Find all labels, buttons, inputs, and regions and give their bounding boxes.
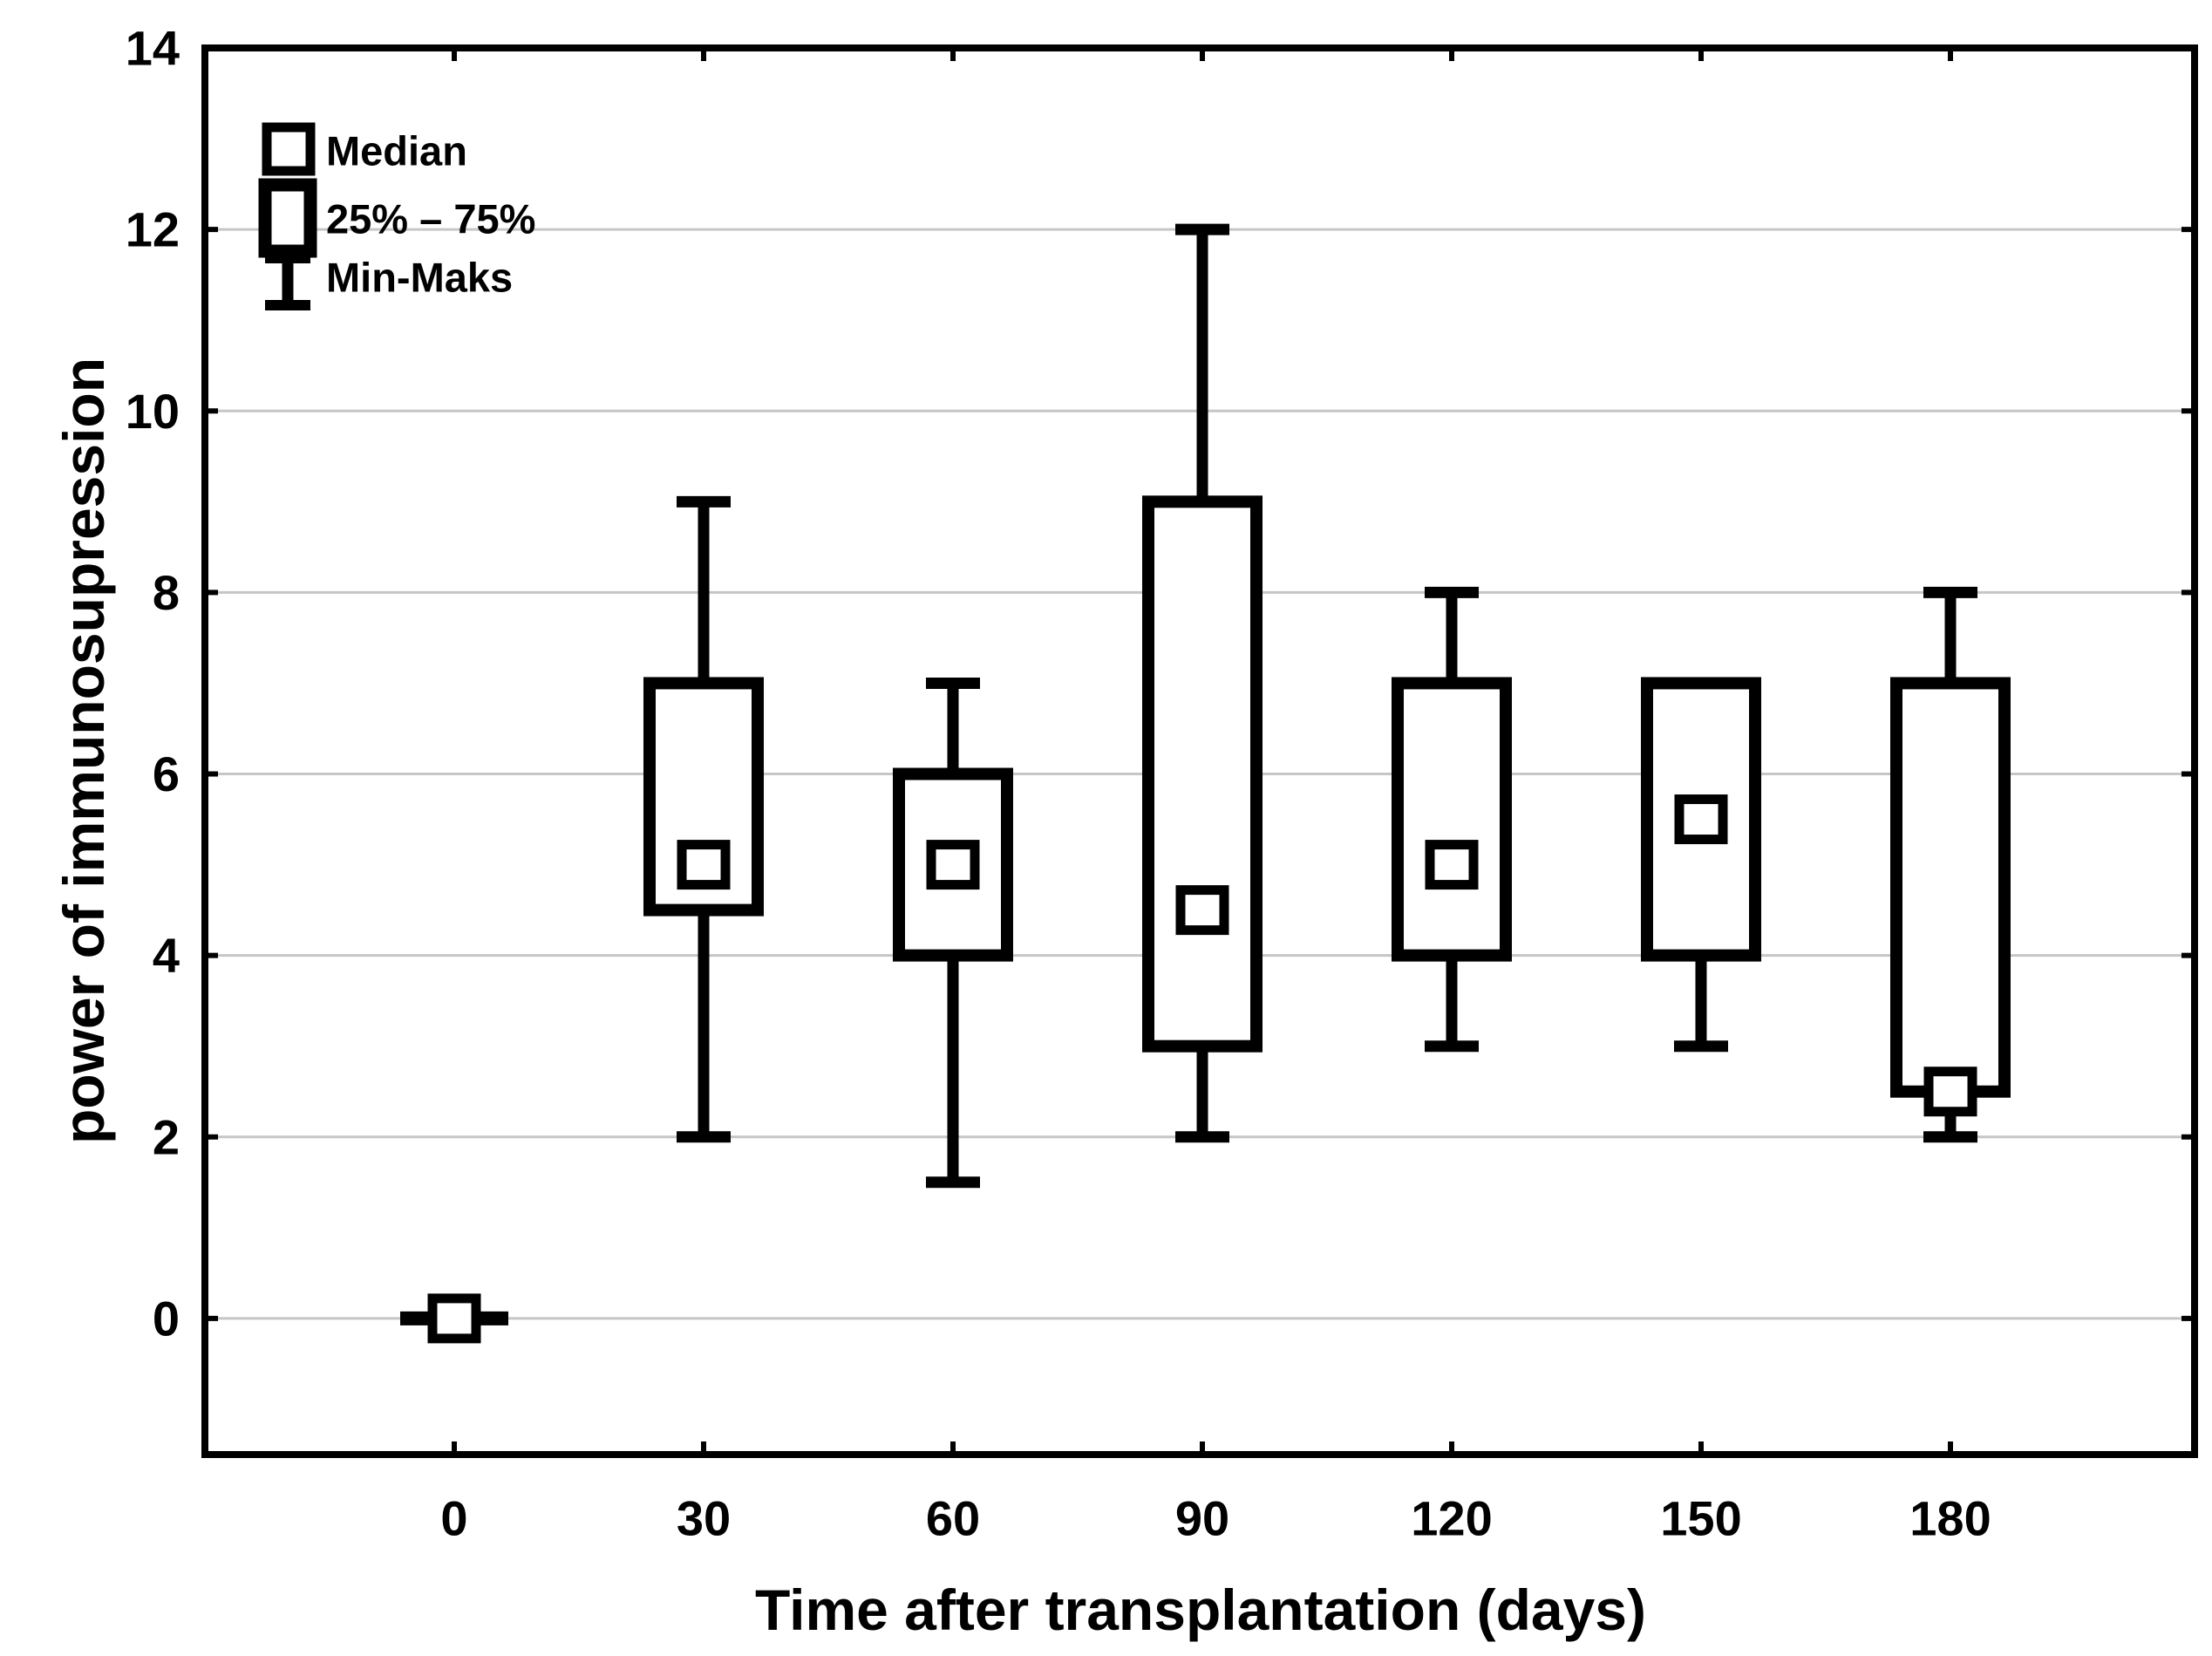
boxplot-60: [893, 677, 1013, 1189]
iqr-box: [1392, 677, 1512, 962]
median-marker: [427, 1293, 481, 1344]
boxplot-150: [1641, 677, 1761, 1053]
iqr-box-icon: [258, 178, 317, 258]
plot-frame: [201, 44, 2198, 1458]
boxplot-30: [643, 495, 764, 1143]
axis-tick-labels: 0 2 4 6 8 10 12 14 0 30 60 90 120 150 180: [126, 21, 1991, 1546]
median-marker: [926, 840, 980, 890]
median-square-icon: [262, 122, 316, 176]
boxplot-180: [1890, 586, 2011, 1143]
x-axis-title: Time after transplantation (days): [755, 1578, 1646, 1642]
iqr-box: [1890, 677, 2011, 1098]
y-tick-label-4: 4: [153, 928, 180, 983]
median-marker: [1674, 794, 1728, 845]
x-tick-label-150: 150: [1660, 1491, 1741, 1546]
boxplot-120: [1392, 586, 1512, 1053]
y-axis-title: power of immunosupression: [51, 358, 116, 1144]
y-tick-label-2: 2: [153, 1109, 180, 1164]
legend-item-iqr: 25% – 75%: [258, 178, 535, 258]
x-tick-label-120: 120: [1411, 1491, 1492, 1546]
legend-label-minmax: Min-Maks: [326, 255, 513, 301]
median-marker: [677, 840, 731, 890]
box-series: [400, 223, 2011, 1344]
legend-item-median: Median: [262, 122, 467, 176]
y-tick-label-0: 0: [153, 1291, 180, 1346]
median-marker: [1923, 1067, 1977, 1117]
x-tick-label-60: 60: [926, 1491, 980, 1546]
x-tick-label-0: 0: [440, 1491, 467, 1546]
iqr-box: [1142, 495, 1263, 1053]
boxplot-0: [400, 1293, 508, 1344]
y-tick-label-6: 6: [153, 746, 180, 801]
y-tick-label-10: 10: [126, 384, 180, 439]
median-marker: [1425, 840, 1479, 890]
legend-label-iqr: 25% – 75%: [326, 196, 535, 242]
y-tick-label-12: 12: [126, 202, 180, 257]
y-tick-label-8: 8: [153, 565, 180, 620]
median-marker: [1175, 885, 1229, 936]
x-tick-label-30: 30: [677, 1491, 731, 1546]
x-tick-label-180: 180: [1909, 1491, 1991, 1546]
boxplot-90: [1142, 223, 1263, 1143]
legend-item-minmax: Min-Maks: [265, 253, 513, 310]
legend: Median 25% – 75% Min-Maks: [258, 122, 535, 310]
x-tick-label-90: 90: [1175, 1491, 1229, 1546]
y-tick-label-14: 14: [126, 21, 180, 76]
legend-label-median: Median: [326, 128, 467, 174]
